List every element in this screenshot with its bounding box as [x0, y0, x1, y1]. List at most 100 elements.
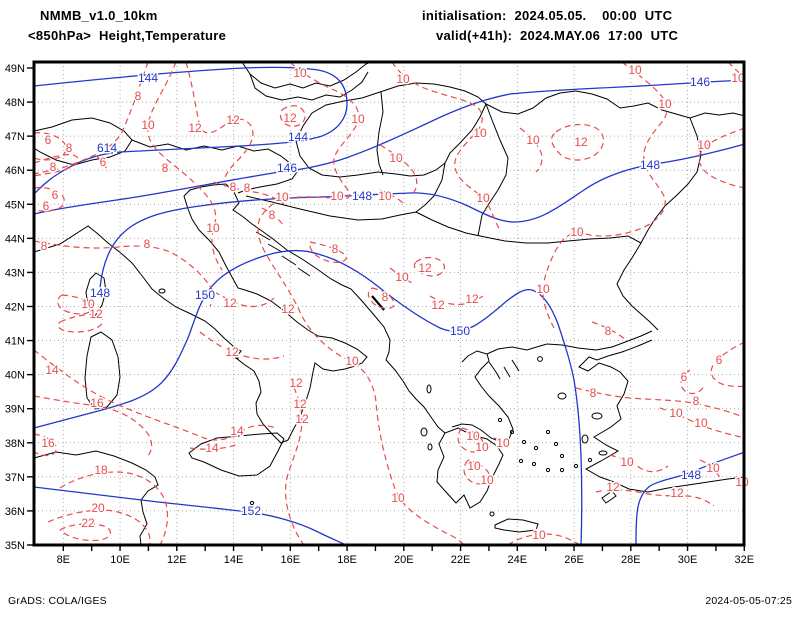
temperature-contour-label: 10 [669, 406, 683, 420]
temperature-contour-label: 10 [389, 151, 403, 165]
lat-tick-label: 37N [5, 472, 25, 484]
temperature-contour-label: 12 [574, 135, 588, 149]
border-north-chain [485, 90, 746, 119]
temperature-contour-label: 10 [476, 191, 490, 205]
island-rhodes [601, 490, 617, 504]
temperature-contour [463, 459, 491, 485]
temperature-contour [457, 427, 485, 453]
temperature-contour-label: 12 [281, 302, 295, 316]
temperature-contour-label: 10 [536, 282, 550, 296]
coast-italy [33, 183, 368, 444]
temperature-contour [595, 489, 715, 507]
temperature-contour [698, 127, 746, 189]
temperature-contour-label: 12 [606, 480, 620, 494]
border-alps [33, 117, 298, 194]
grid-lines [34, 62, 744, 545]
temperature-contour [189, 443, 239, 450]
height-contour-label: 146 [277, 161, 297, 175]
lon-tick-label: 26E [564, 554, 584, 566]
temperature-contour-label: 10 [466, 429, 480, 443]
islands-aegean [420, 356, 608, 517]
temperature-contour-label: 12 [670, 486, 684, 500]
temperature-contour [429, 295, 485, 306]
temperature-contour-label: 16 [90, 396, 104, 410]
temperature-contour-label: 10 [658, 97, 672, 111]
temperature-contour-label: 8 [50, 160, 57, 174]
lat-tick-label: 43N [5, 267, 25, 279]
temperature-contour-label: 6 [100, 155, 107, 169]
temperature-contour-label: 8 [244, 181, 251, 195]
islands-tyrrhenian [158, 288, 255, 506]
temperature-contour-label: 12 [295, 412, 309, 426]
temperature-contour [33, 395, 153, 459]
lat-tick-label: 41N [5, 336, 25, 348]
height-contour-label: 144 [288, 130, 308, 144]
island-sardinia [84, 331, 121, 410]
temperature-contour-label: 10 [293, 66, 307, 80]
temperature-contour-label: 8 [135, 89, 142, 103]
temperature-contour [551, 123, 605, 161]
temperature-contour-label: 10 [628, 63, 642, 77]
coast-peloponnese [436, 427, 504, 509]
temperature-contour-label: 14 [230, 424, 244, 438]
lon-tick-label: 20E [394, 554, 414, 566]
temperature-contour-label: 10 [496, 436, 510, 450]
temperature-contour-label: 12 [283, 111, 297, 125]
temperature-contour-label: 14 [45, 363, 59, 377]
height-contour-label: 148 [90, 286, 110, 300]
height-contour-label: 150 [195, 288, 215, 302]
temperature-contour [147, 61, 223, 271]
island-sicily [188, 432, 285, 477]
temperature-contour-label: 6 [52, 188, 59, 202]
temperature-contour-label: 10 [467, 459, 481, 473]
height-contour-150 [33, 249, 583, 546]
temperature-contour [33, 61, 149, 175]
temperature-contour-label: 12 [418, 261, 432, 275]
lat-tick-label: 40N [5, 370, 25, 382]
coast-black-sea [616, 117, 702, 331]
height-contour-label: 152 [241, 504, 261, 518]
temperature-contour [367, 287, 395, 310]
island-corsica [85, 272, 107, 317]
temperature-contour-label: 8 [269, 208, 276, 222]
height-contour-148-south [635, 451, 746, 546]
lon-tick-label: 24E [508, 554, 528, 566]
temperature-contour-label: 10 [378, 189, 392, 203]
temperature-contour [389, 267, 415, 285]
temperature-contour-label: 8 [66, 141, 73, 155]
temperature-contour [213, 181, 285, 205]
lat-tick-label: 47N [5, 131, 25, 143]
temperature-contour [507, 533, 581, 546]
temperature-contour [185, 61, 254, 181]
height-contour-label: 144 [138, 71, 158, 85]
coast-dalmatia [225, 183, 446, 434]
temperature-contour [659, 407, 746, 439]
temperature-contour [261, 207, 285, 227]
temperature-contour-label: 10 [620, 455, 634, 469]
temperature-contour-label: 10 [391, 491, 405, 505]
temperature-contour [609, 454, 669, 473]
temperature-contour-label: 6 [681, 370, 688, 384]
temperature-contour-label: 10 [473, 126, 487, 140]
temperature-contour [680, 369, 705, 395]
lat-tick-label: 44N [5, 233, 25, 245]
temperature-contour-label: 10 [345, 354, 359, 368]
level-title: <850hPa> Height,Temperature [28, 28, 227, 43]
temperature-contour-label: 12 [465, 292, 479, 306]
coastlines-borders [33, 61, 746, 546]
temperature-contour-label: 10 [526, 133, 540, 147]
lon-tick-label: 22E [451, 554, 471, 566]
temperature-contour-label: 8 [162, 161, 169, 175]
border-hungary [295, 82, 487, 213]
temperature-contour [391, 61, 501, 231]
lat-tick-label: 46N [5, 165, 25, 177]
temperature-contour-label: 12 [226, 113, 240, 127]
temperature-contour-label: 12 [289, 376, 303, 390]
temperature-contour-label: 10 [694, 416, 708, 430]
temperature-contour-label: 10 [706, 461, 720, 475]
lon-tick-label: 16E [281, 554, 301, 566]
temperature-contour [57, 294, 93, 315]
model-title: NMMB_v1.0_10km [40, 8, 158, 23]
temperature-contour-label: 10 [697, 138, 711, 152]
